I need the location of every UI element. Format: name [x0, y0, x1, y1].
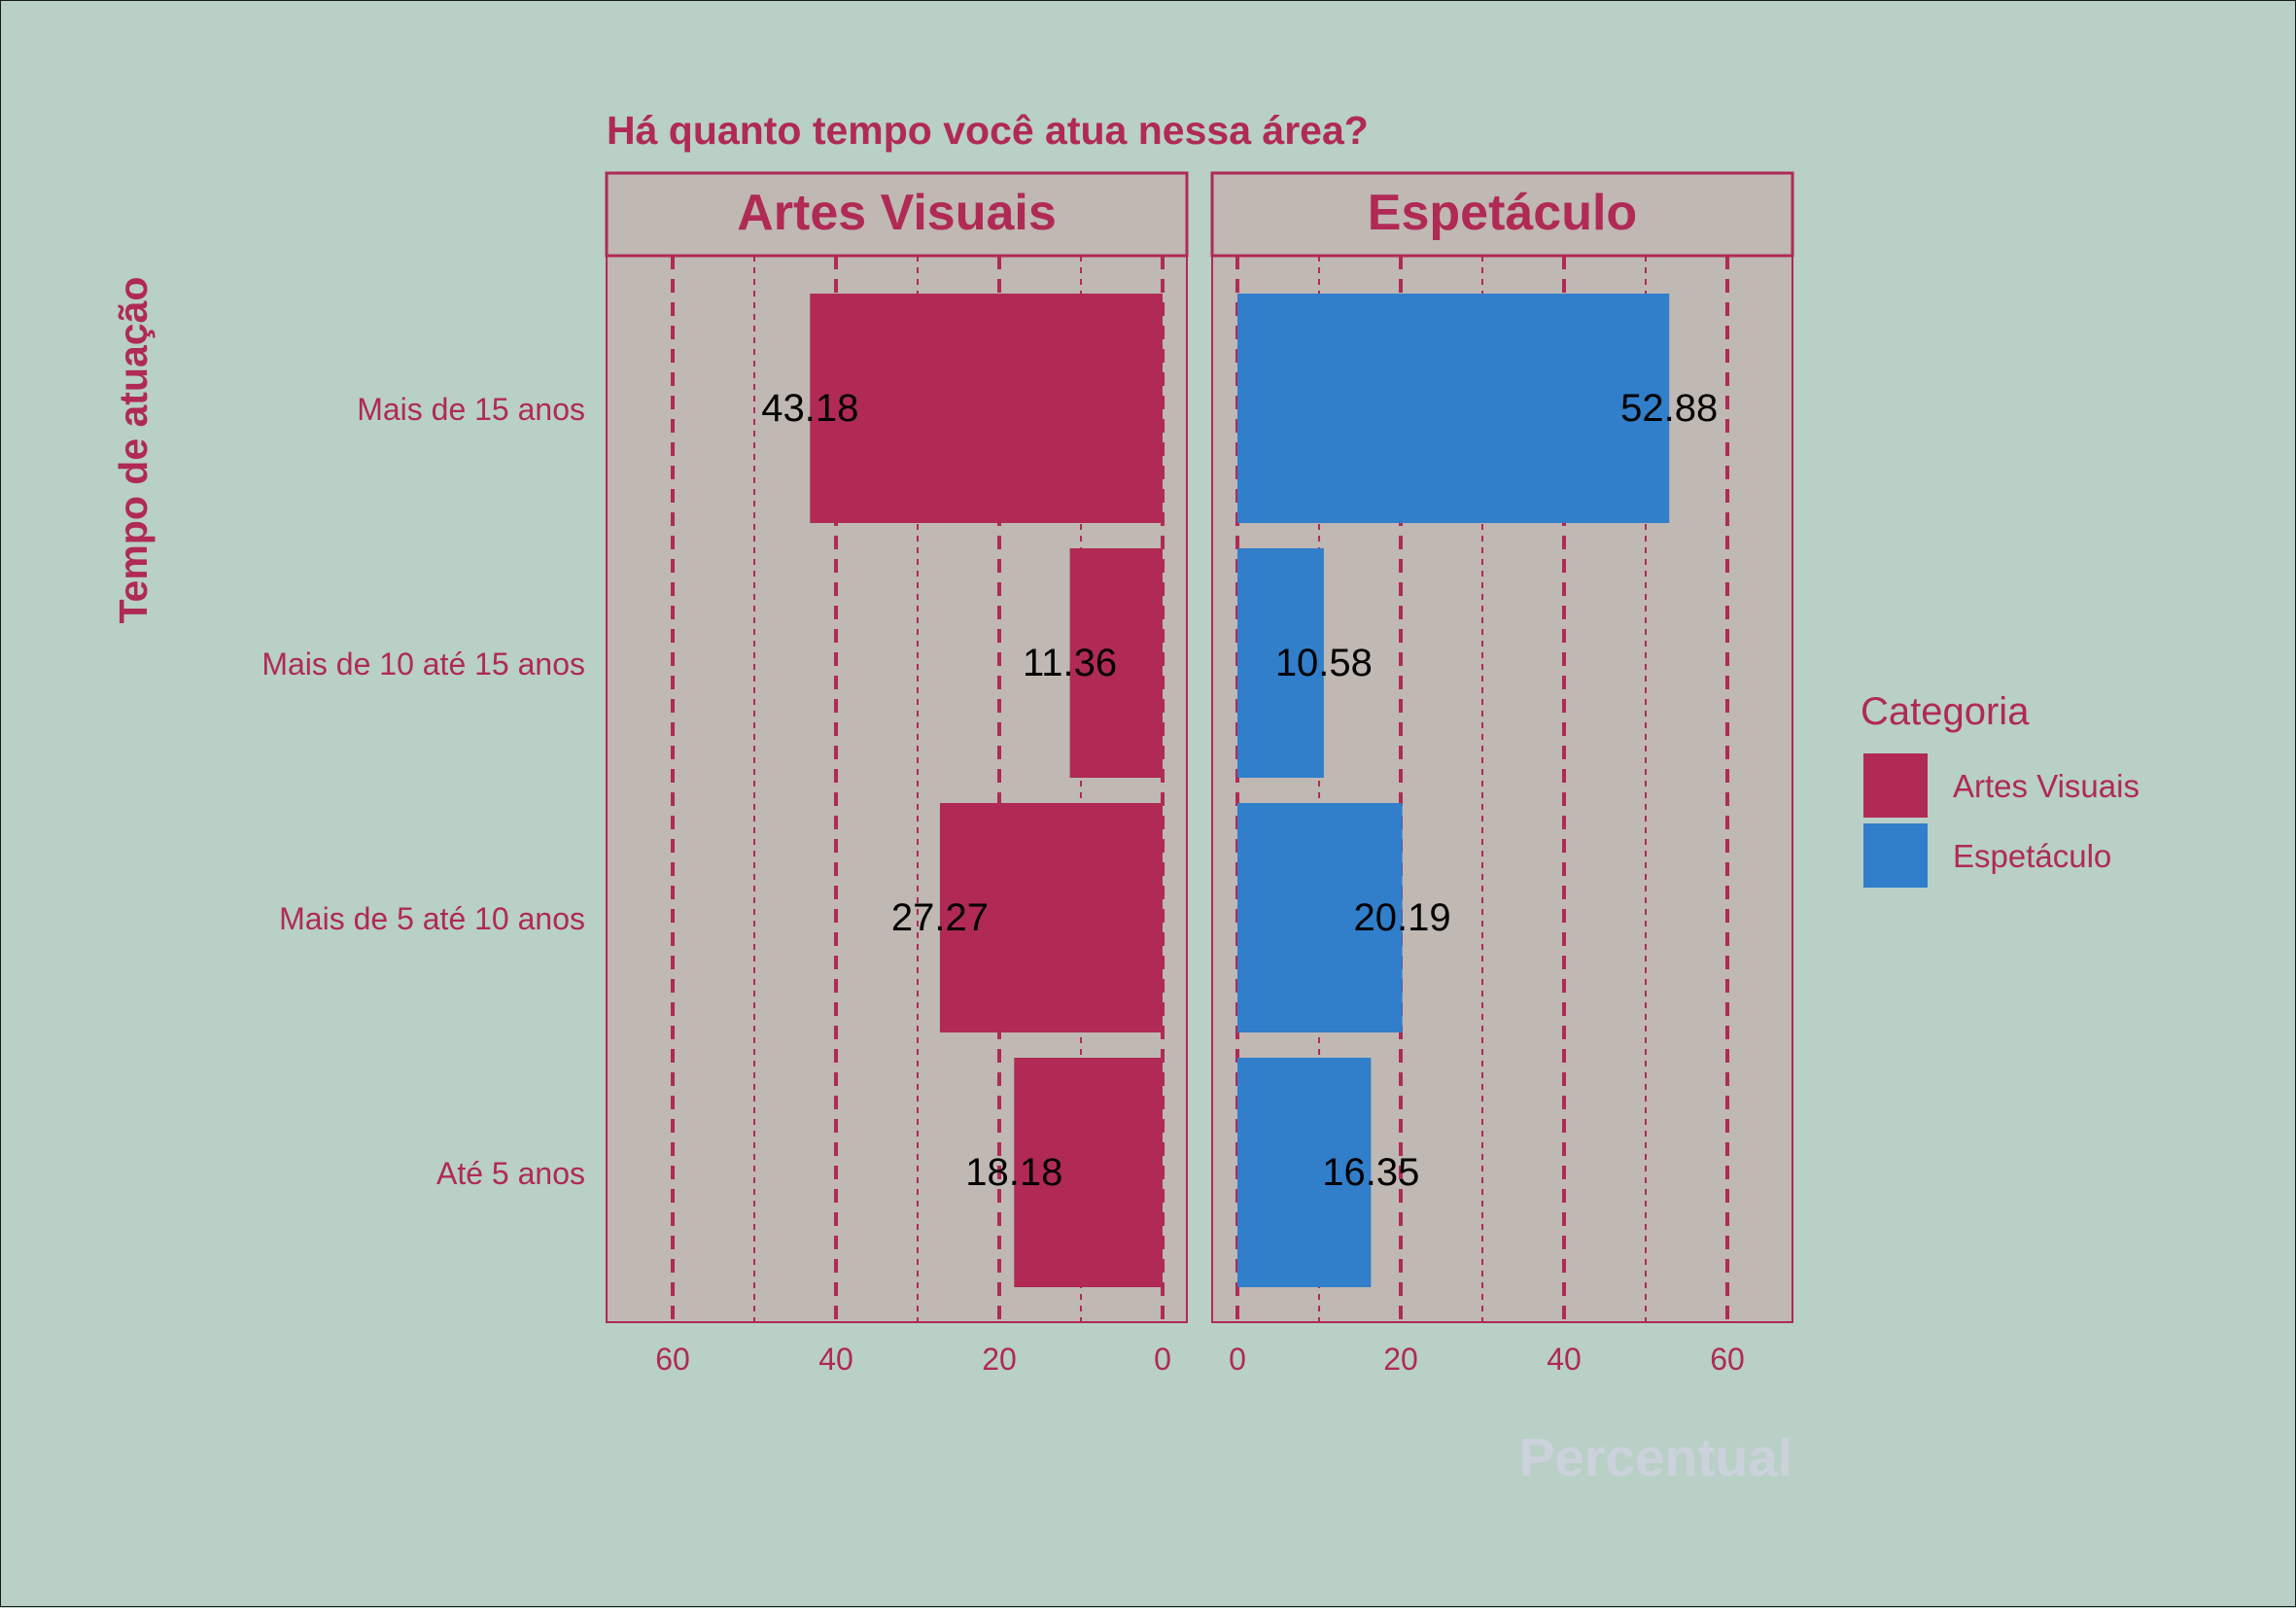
legend-swatch	[1863, 823, 1928, 888]
x-tick-label: 0	[1154, 1342, 1171, 1377]
bar	[939, 803, 1163, 1032]
x-tick-label: 20	[1383, 1342, 1418, 1377]
bar	[1237, 548, 1324, 778]
category-label: Mais de 10 até 15 anos	[261, 647, 585, 682]
panel-strip	[1210, 171, 1794, 258]
bar	[1237, 803, 1403, 1032]
data-label: 52.88	[1620, 387, 1718, 430]
data-label: 11.36	[1023, 642, 1117, 684]
bar	[810, 294, 1163, 523]
data-label: 16.35	[1322, 1151, 1419, 1194]
y-axis-label: Tempo de atuação	[111, 277, 156, 624]
panel-strip-label: Artes Visuais	[737, 185, 1057, 241]
legend-swatch	[1863, 753, 1928, 818]
x-tick-label: 40	[818, 1342, 853, 1377]
legend-label: Espetáculo	[1953, 838, 2111, 874]
legend-title: Categoria	[1861, 690, 2030, 733]
x-axis-label: Percentual	[1519, 1427, 1792, 1487]
category-label: Mais de 5 até 10 anos	[279, 901, 585, 936]
bar	[1237, 294, 1670, 523]
x-tick-label: 20	[982, 1342, 1017, 1377]
data-label: 18.18	[965, 1151, 1062, 1194]
data-label: 27.27	[891, 896, 989, 939]
bar	[1069, 548, 1163, 778]
data-label: 43.18	[761, 387, 858, 430]
category-label: Mais de 15 anos	[357, 392, 585, 427]
panel-strip	[605, 171, 1189, 258]
x-tick-label: 40	[1547, 1342, 1582, 1377]
bar	[1014, 1058, 1163, 1287]
panel-strip-label: Espetáculo	[1368, 185, 1637, 241]
chart-title: Há quanto tempo você atua nessa área?	[607, 108, 1369, 153]
bar	[1237, 1058, 1372, 1287]
x-tick-label: 0	[1229, 1342, 1246, 1377]
category-label: Até 5 anos	[436, 1156, 585, 1191]
data-label: 10.58	[1275, 642, 1373, 684]
x-tick-label: 60	[655, 1342, 690, 1377]
legend-label: Artes Visuais	[1953, 768, 2139, 804]
data-label: 20.19	[1354, 896, 1451, 939]
x-tick-label: 60	[1710, 1342, 1745, 1377]
